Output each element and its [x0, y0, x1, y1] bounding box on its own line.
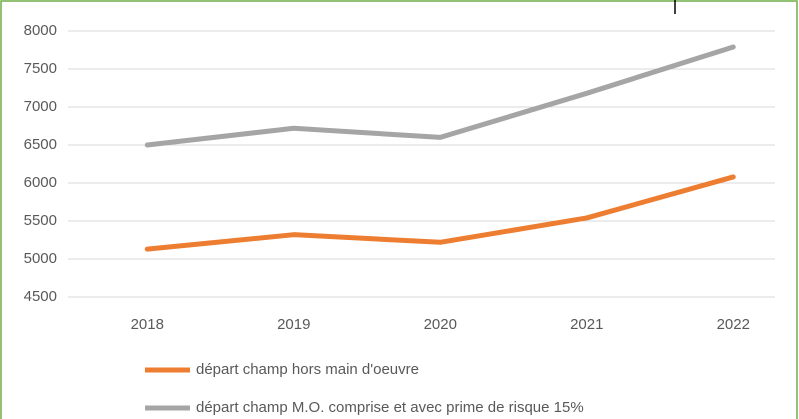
- legend-label: départ champ hors main d'oeuvre: [196, 361, 419, 378]
- x-tick-label: 2022: [717, 316, 750, 333]
- y-tick-label: 6000: [24, 174, 57, 191]
- series-line: [144, 44, 736, 148]
- y-tick-label: 5000: [24, 250, 57, 267]
- series-line: [144, 174, 736, 252]
- y-tick-label: 5500: [24, 212, 57, 229]
- x-tick-label: 2021: [570, 316, 603, 333]
- legend-label: départ champ M.O. comprise et avec prime…: [196, 399, 584, 416]
- y-tick-label: 8000: [24, 22, 57, 39]
- y-tick-label: 4500: [24, 288, 57, 305]
- x-tick-label: 2020: [424, 316, 457, 333]
- y-tick-label: 7000: [24, 98, 57, 115]
- x-tick-label: 2019: [277, 316, 310, 333]
- y-tick-label: 6500: [24, 136, 57, 153]
- y-tick-label: 7500: [24, 60, 57, 77]
- x-tick-label: 2018: [131, 316, 164, 333]
